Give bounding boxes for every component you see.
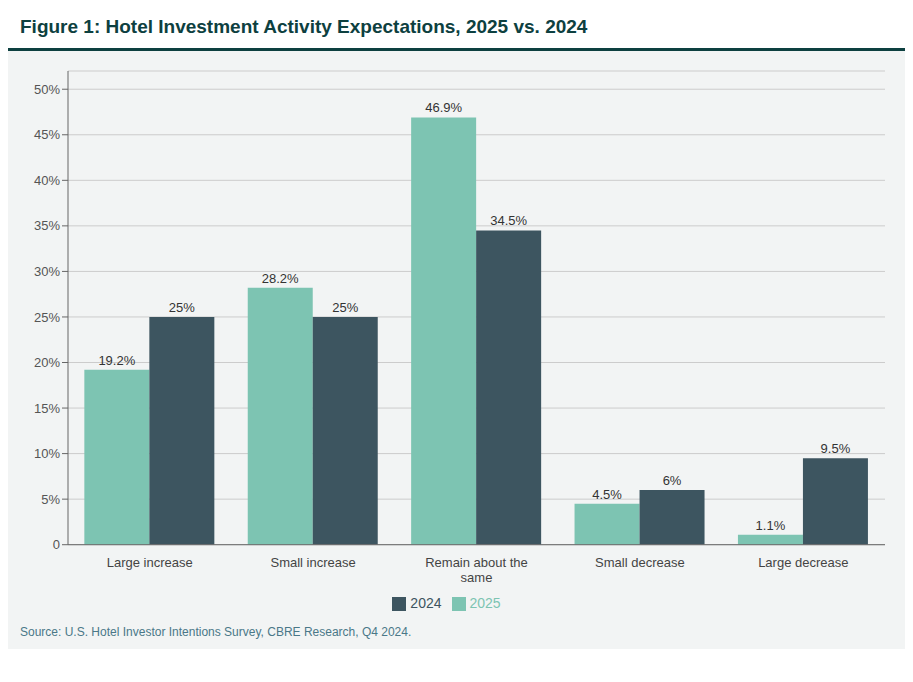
svg-text:25%: 25% xyxy=(169,300,195,315)
svg-text:5%: 5% xyxy=(41,492,60,507)
svg-text:34.5%: 34.5% xyxy=(490,213,527,228)
svg-text:Remain about thesame: Remain about thesame xyxy=(425,555,528,585)
svg-text:50%: 50% xyxy=(34,82,60,97)
svg-text:0: 0 xyxy=(53,537,60,552)
svg-text:4.5%: 4.5% xyxy=(592,487,622,502)
svg-text:Large increase: Large increase xyxy=(107,555,193,570)
svg-text:19.2%: 19.2% xyxy=(98,353,135,368)
html-text:Figure 1: Hotel Investment Act: Figure 1: Hotel Investment Activity Expe… xyxy=(20,16,588,37)
svg-text:15%: 15% xyxy=(34,401,60,416)
svg-text:1.1%: 1.1% xyxy=(756,518,786,533)
svg-text:Small decrease: Small decrease xyxy=(595,555,685,570)
svg-text:28.2%: 28.2% xyxy=(262,271,299,286)
svg-text:45%: 45% xyxy=(34,127,60,142)
svg-text:20%: 20% xyxy=(34,355,60,370)
svg-text:25%: 25% xyxy=(34,310,60,325)
svg-text:6%: 6% xyxy=(663,473,682,488)
svg-text:10%: 10% xyxy=(34,446,60,461)
svg-text:9.5%: 9.5% xyxy=(821,441,851,456)
svg-text:40%: 40% xyxy=(34,173,60,188)
svg-text:30%: 30% xyxy=(34,264,60,279)
svg-text:Small increase: Small increase xyxy=(270,555,355,570)
html-text:2024: 2024 xyxy=(410,594,442,611)
svg-text:46.9%: 46.9% xyxy=(425,100,462,115)
html-text:2025: 2025 xyxy=(469,594,501,611)
svg-text:35%: 35% xyxy=(34,218,60,233)
svg-text:25%: 25% xyxy=(332,300,358,315)
html-text:Source: U.S. Hotel Investor In: Source: U.S. Hotel Investor Intentions S… xyxy=(20,625,412,639)
svg-text:Large decrease: Large decrease xyxy=(758,555,848,570)
